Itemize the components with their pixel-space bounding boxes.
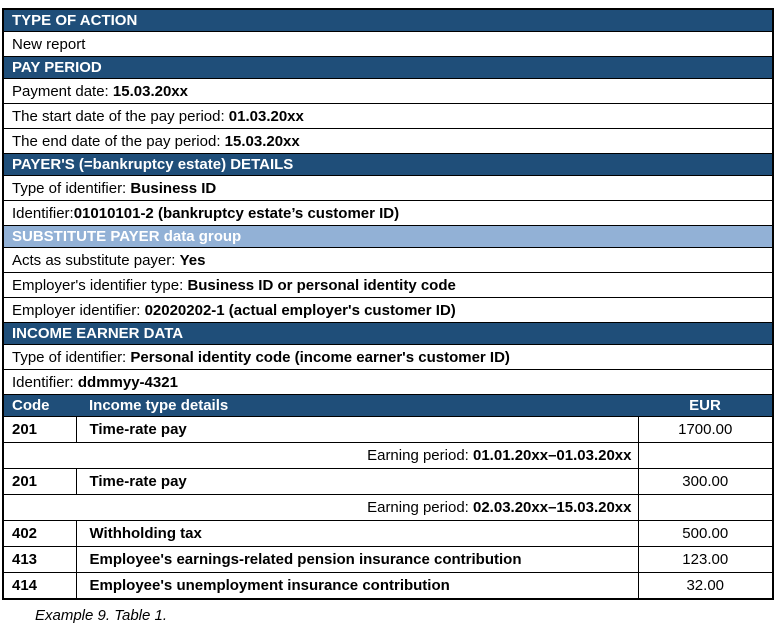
field-value: Business ID: [130, 179, 217, 197]
income-code: 201: [3, 468, 77, 495]
column-header-details: Income type details: [76, 394, 638, 417]
field-label: Employer's identifier type:: [12, 276, 188, 294]
income-code: 414: [3, 572, 77, 599]
earning-period-row: Earning period: 02.03.20xx–15.03.20xx: [3, 494, 773, 521]
table-row: Employer identifier: 02020202-1 (actual …: [3, 297, 773, 323]
section-title: PAY PERIOD: [3, 56, 773, 79]
field-value: 01.03.20xx: [228, 107, 304, 125]
income-code: 201: [3, 416, 77, 443]
action-value: New report: [3, 31, 773, 57]
table-row: The start date of the pay period: 01.03.…: [3, 103, 773, 129]
earning-period-row: Earning period: 01.01.20xx–01.03.20xx: [3, 442, 773, 469]
income-amount: 1700.00: [637, 416, 773, 443]
payer-identifier-cell: Identifier:01010101-2 (bankruptcy estate…: [3, 200, 773, 226]
income-row: 414 Employee's unemployment insurance co…: [3, 572, 773, 599]
field-label: Earning period:: [367, 499, 473, 516]
field-label: Payment date:: [12, 82, 113, 100]
payer-identifier-type-cell: Type of identifier: Business ID: [3, 175, 773, 201]
income-code: 413: [3, 546, 77, 573]
field-value: 01010101-2 (bankruptcy estate’s customer…: [73, 204, 400, 222]
field-value: Business ID or personal identity code: [187, 276, 456, 294]
income-code: 402: [3, 520, 77, 547]
income-amount: 500.00: [637, 520, 773, 547]
section-header-row-income-earner: INCOME EARNER DATA: [3, 322, 773, 345]
section-header-row-pay-period: PAY PERIOD: [3, 56, 773, 79]
income-amount: 32.00: [637, 572, 773, 599]
payment-date-cell: Payment date: 15.03.20xx: [3, 78, 773, 104]
field-value: 15.03.20xx: [112, 82, 188, 100]
earning-period-cell: Earning period: 02.03.20xx–15.03.20xx: [3, 495, 638, 521]
income-amount: 300.00: [637, 468, 773, 495]
earner-identifier-cell: Identifier: ddmmyy-4321: [3, 369, 773, 395]
field-label: Earning period:: [367, 447, 473, 464]
table-row: The end date of the pay period: 15.03.20…: [3, 128, 773, 154]
field-label: Identifier:: [12, 204, 74, 222]
table-row: Type of identifier: Business ID: [3, 175, 773, 201]
table-row: Type of identifier: Personal identity co…: [3, 344, 773, 370]
income-row: 201 Time-rate pay 1700.00: [3, 416, 773, 443]
start-date-cell: The start date of the pay period: 01.03.…: [3, 103, 773, 129]
income-type-name: Employee's unemployment insurance contri…: [89, 577, 450, 594]
income-type-name: Time-rate pay: [89, 421, 187, 438]
end-date-cell: The end date of the pay period: 15.03.20…: [3, 128, 773, 154]
table-row: Identifier: ddmmyy-4321: [3, 369, 773, 395]
income-amount-empty: [637, 494, 773, 521]
table-row: Employer's identifier type: Business ID …: [3, 272, 773, 298]
field-label: Employer identifier:: [12, 301, 145, 319]
earning-period-cell: Earning period: 01.01.20xx–01.03.20xx: [3, 443, 638, 469]
table-row: Identifier:01010101-2 (bankruptcy estate…: [3, 200, 773, 226]
field-label: The end date of the pay period:: [12, 132, 225, 150]
section-header-row-payer: PAYER'S (=bankruptcy estate) DETAILS: [3, 153, 773, 176]
income-row: 402 Withholding tax 500.00: [3, 520, 773, 547]
section-title: PAYER'S (=bankruptcy estate) DETAILS: [3, 153, 773, 176]
table-row: Payment date: 15.03.20xx: [3, 78, 773, 104]
field-value: 15.03.20xx: [224, 132, 300, 150]
field-value: ddmmyy-4321: [77, 373, 178, 391]
field-label: Type of identifier:: [12, 179, 131, 197]
field-value: 01.01.20xx–01.03.20xx: [473, 447, 632, 464]
payroll-report-table: TYPE OF ACTION New report PAY PERIOD Pay…: [2, 8, 774, 600]
column-header-code: Code: [3, 394, 76, 417]
section-title: INCOME EARNER DATA: [3, 322, 773, 345]
field-label: The start date of the pay period:: [12, 107, 229, 125]
section-title: SUBSTITUTE PAYER data group: [3, 225, 773, 248]
income-row: 413 Employee's earnings-related pension …: [3, 546, 773, 573]
earner-identifier-type-cell: Type of identifier: Personal identity co…: [3, 344, 773, 370]
income-row: 201 Time-rate pay 300.00: [3, 468, 773, 495]
employer-identifier-cell: Employer identifier: 02020202-1 (actual …: [3, 297, 773, 323]
income-amount: 123.00: [637, 546, 773, 573]
section-title: TYPE OF ACTION: [3, 9, 773, 32]
column-header-eur: EUR: [638, 394, 773, 417]
field-value: Personal identity code (income earner's …: [130, 348, 510, 366]
section-header-row-type-of-action: TYPE OF ACTION: [3, 9, 773, 32]
table-row: New report: [3, 31, 773, 57]
employer-identifier-type-cell: Employer's identifier type: Business ID …: [3, 272, 773, 298]
table-row: Acts as substitute payer: Yes: [3, 247, 773, 273]
field-label: Identifier:: [12, 373, 78, 391]
field-value: Yes: [179, 251, 206, 269]
field-label: Acts as substitute payer:: [12, 251, 180, 269]
income-type-name: Employee's earnings-related pension insu…: [89, 551, 522, 568]
income-amount-empty: [637, 442, 773, 469]
section-header-row-substitute-payer: SUBSTITUTE PAYER data group: [3, 225, 773, 248]
table-caption: Example 9. Table 1.: [35, 607, 168, 624]
field-value: 02.03.20xx–15.03.20xx: [473, 499, 632, 516]
income-type-name: Withholding tax: [89, 525, 202, 542]
acts-as-substitute-cell: Acts as substitute payer: Yes: [3, 247, 773, 273]
field-label: Type of identifier:: [12, 348, 131, 366]
field-value: 02020202-1 (actual employer's customer I…: [144, 301, 456, 319]
income-type-name: Time-rate pay: [89, 473, 187, 490]
income-table-header-row: Code Income type details EUR: [3, 394, 773, 417]
